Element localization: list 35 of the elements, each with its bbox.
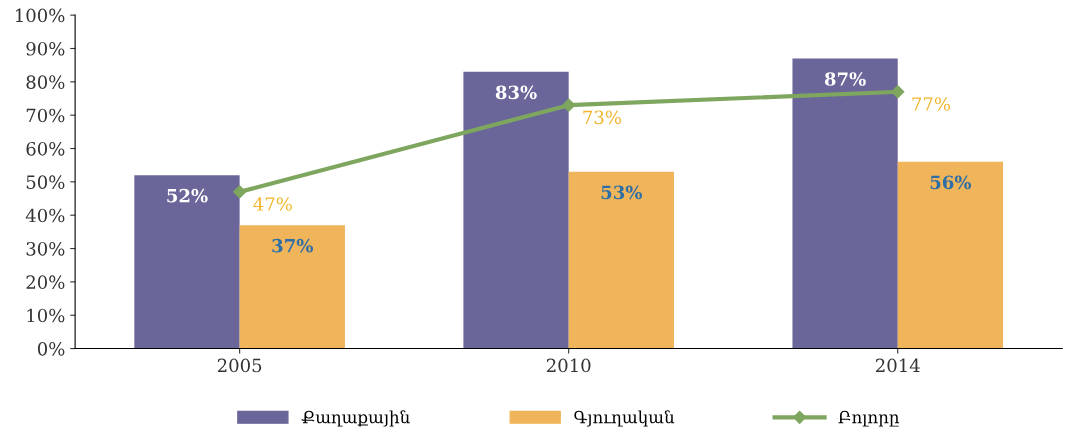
data-label: 52% [167,188,208,203]
data-label: 87% [824,72,866,86]
legend-label: Բոլորը [838,410,900,427]
point [891,85,905,99]
data-label: 53% [601,185,643,200]
bar [463,71,569,349]
y-tick-label: 0% [37,342,65,356]
y-tick-label: 20% [26,275,65,289]
y-tick-label: 30% [26,242,65,256]
y-tick-label: 100% [15,8,65,23]
data-label: 77% [912,97,951,111]
data-label: 73% [583,110,621,125]
bar [792,58,898,349]
x-tick-label: 2005 [217,358,262,373]
legend-label: Քաղաքային [301,410,410,427]
legend-label: Գյուղական [574,410,675,427]
bar [897,161,1004,349]
data-label: 56% [930,175,972,190]
bar [134,175,240,349]
y-tick-label: 90% [26,41,65,56]
y-tick-label: 40% [25,208,65,223]
data-label: 37% [272,238,313,253]
y-tick-label: 70% [26,108,65,123]
data-label: 47% [253,197,292,211]
y-tick-label: 50% [26,175,65,189]
bar [239,225,345,349]
bar [568,171,674,349]
x-tick-label: 2010 [546,358,591,373]
y-tick-label: 80% [26,75,65,89]
y-tick-label: 10% [27,308,65,323]
data-label: 83% [495,85,537,100]
point [233,185,247,199]
point [562,98,576,112]
x-tick-label: 2014 [875,358,920,373]
y-tick-label: 60% [26,141,65,156]
